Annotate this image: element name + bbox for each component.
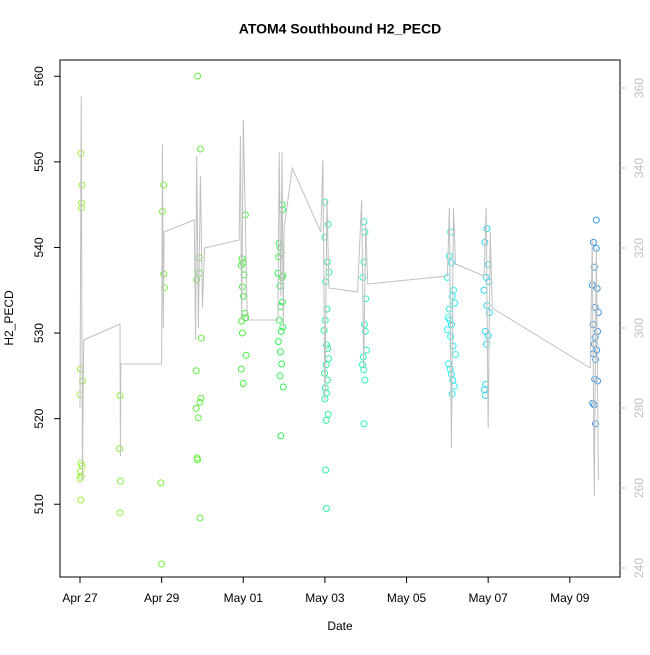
x-tick-label: May 07 — [468, 591, 508, 605]
chart-title: ATOM4 Southbound H2_PECD — [239, 21, 441, 37]
y2-tick-label: 240 — [632, 558, 646, 578]
plot-frame — [59, 59, 621, 578]
point — [278, 273, 286, 281]
point — [447, 259, 455, 267]
x-tick-label: May 09 — [550, 591, 590, 605]
point — [322, 361, 330, 369]
point — [160, 181, 168, 189]
point — [590, 263, 598, 271]
point — [196, 514, 204, 522]
y2-tick-label: 280 — [632, 398, 646, 418]
x-axis-title: Date — [327, 619, 353, 633]
point — [242, 351, 250, 359]
point — [592, 420, 600, 428]
y2-tick-label: 340 — [632, 158, 646, 178]
x-tick-label: May 05 — [387, 591, 427, 605]
point — [447, 320, 455, 328]
point — [116, 509, 124, 517]
point — [358, 361, 366, 369]
point — [361, 327, 369, 335]
line — [79, 95, 599, 497]
point — [192, 367, 200, 375]
y2-tick-label: 360 — [632, 78, 646, 98]
point — [277, 432, 285, 440]
point — [322, 466, 330, 474]
point — [483, 225, 491, 233]
point — [360, 420, 368, 428]
point — [194, 414, 202, 422]
point — [193, 276, 201, 284]
y2-tick-label: 320 — [632, 238, 646, 258]
point — [76, 475, 84, 483]
point — [196, 145, 204, 153]
point — [239, 380, 247, 388]
point — [239, 292, 247, 300]
y-axis-title: H2_PECD — [2, 290, 16, 346]
point — [323, 258, 331, 266]
point — [157, 479, 165, 487]
x-tick-label: May 03 — [305, 591, 345, 605]
y-tick-label: 520 — [32, 408, 46, 428]
point — [158, 560, 166, 568]
point — [323, 341, 331, 349]
point — [116, 477, 124, 485]
point — [78, 181, 86, 189]
point — [237, 365, 245, 373]
point — [589, 399, 597, 407]
point — [192, 404, 200, 412]
y-tick-label: 550 — [32, 152, 46, 172]
point — [116, 445, 124, 453]
point — [323, 505, 331, 513]
point — [276, 348, 284, 356]
point — [484, 332, 492, 340]
y-tick-label: 540 — [32, 237, 46, 257]
point — [194, 72, 202, 80]
point — [238, 329, 246, 337]
point — [196, 398, 204, 406]
x-tick-label: Apr 29 — [144, 591, 180, 605]
point — [361, 376, 369, 384]
point — [77, 496, 85, 504]
point — [322, 416, 330, 424]
y2-tick-label: 260 — [632, 478, 646, 498]
x-tick-label: May 01 — [224, 591, 264, 605]
point — [242, 314, 250, 322]
point — [451, 299, 459, 307]
point — [277, 327, 285, 335]
point — [197, 394, 205, 402]
point — [274, 338, 282, 346]
point — [76, 468, 84, 476]
point — [278, 360, 286, 368]
point — [591, 303, 599, 311]
point — [197, 334, 205, 342]
x-tick-label: Apr 27 — [62, 591, 98, 605]
point — [194, 456, 202, 464]
point — [324, 410, 332, 418]
point — [592, 216, 600, 224]
point — [278, 298, 286, 306]
y-tick-label: 560 — [32, 66, 46, 86]
point — [446, 365, 454, 373]
point — [589, 238, 597, 246]
y-tick-label: 530 — [32, 323, 46, 343]
y-tick-label: 510 — [32, 494, 46, 514]
point — [324, 220, 332, 228]
point — [238, 283, 246, 291]
y2-tick-label: 300 — [632, 318, 646, 338]
point — [276, 372, 284, 380]
point — [279, 383, 287, 391]
